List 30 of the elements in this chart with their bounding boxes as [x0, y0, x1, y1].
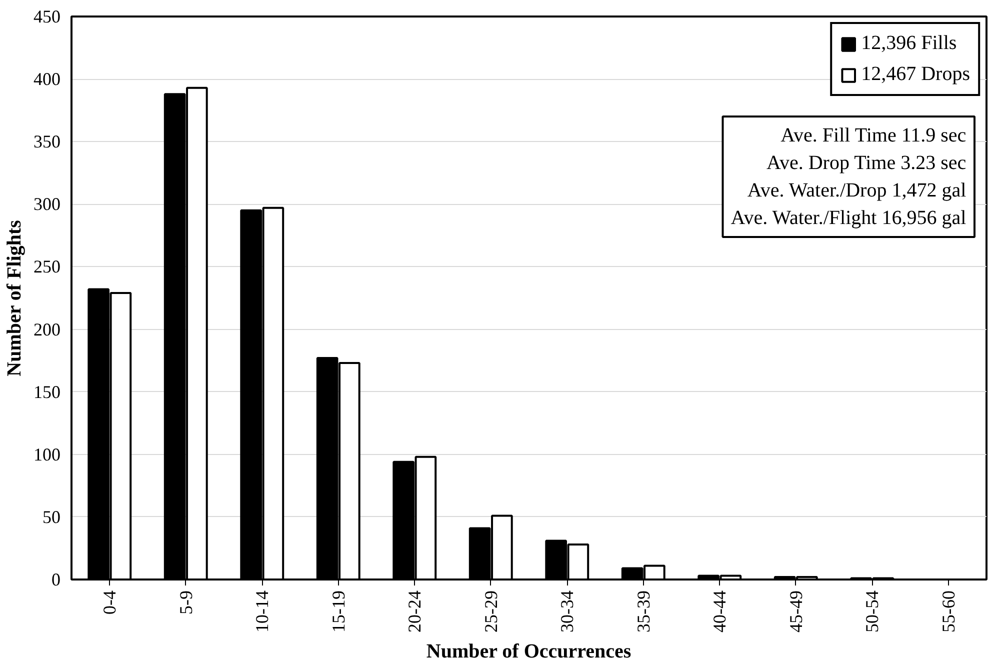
x-tick-label: 15-19 [328, 590, 348, 632]
x-tick-label: 10-14 [252, 590, 272, 632]
y-tick-label: 150 [34, 382, 60, 402]
x-tick-label: 0-4 [100, 590, 120, 614]
annotation: Ave. Drop Time 3.23 sec [766, 152, 966, 174]
annotation: Ave. Fill Time 11.9 sec [780, 124, 966, 146]
annotation: Ave. Water./Drop 1,472 gal [747, 180, 967, 202]
y-tick-label: 250 [34, 256, 60, 277]
y-tick-label: 100 [34, 444, 60, 464]
x-tick-label: 25-29 [480, 590, 501, 632]
y-tick-label: 200 [34, 319, 60, 340]
annotation: Ave. Water./Flight 16,956 gal [730, 207, 967, 229]
x-tick-label: 40-44 [710, 590, 730, 632]
x-axis-title: Number of Occurrences [426, 640, 632, 662]
y-tick-label: 0 [52, 570, 60, 590]
y-tick-label: 400 [34, 69, 60, 90]
legend-label: 12,396 Fills [861, 32, 957, 55]
y-tick-label: 350 [34, 132, 60, 152]
x-tick-label: 45-49 [786, 590, 806, 632]
x-tick-label: 5-9 [176, 590, 196, 614]
x-tick-label: 50-54 [862, 590, 882, 632]
y-tick-label: 450 [34, 6, 60, 26]
legend-label: 12,467 Drops [861, 63, 970, 86]
x-tick-label: 55-60 [938, 590, 958, 632]
x-tick-label: 35-39 [633, 590, 654, 632]
y-tick-label: 50 [42, 506, 60, 527]
x-tick-label: 30-34 [557, 590, 578, 632]
y-axis-title: Number of Flights [4, 220, 26, 376]
x-tick-label: 20-24 [404, 590, 425, 632]
y-tick-label: 300 [34, 194, 60, 214]
